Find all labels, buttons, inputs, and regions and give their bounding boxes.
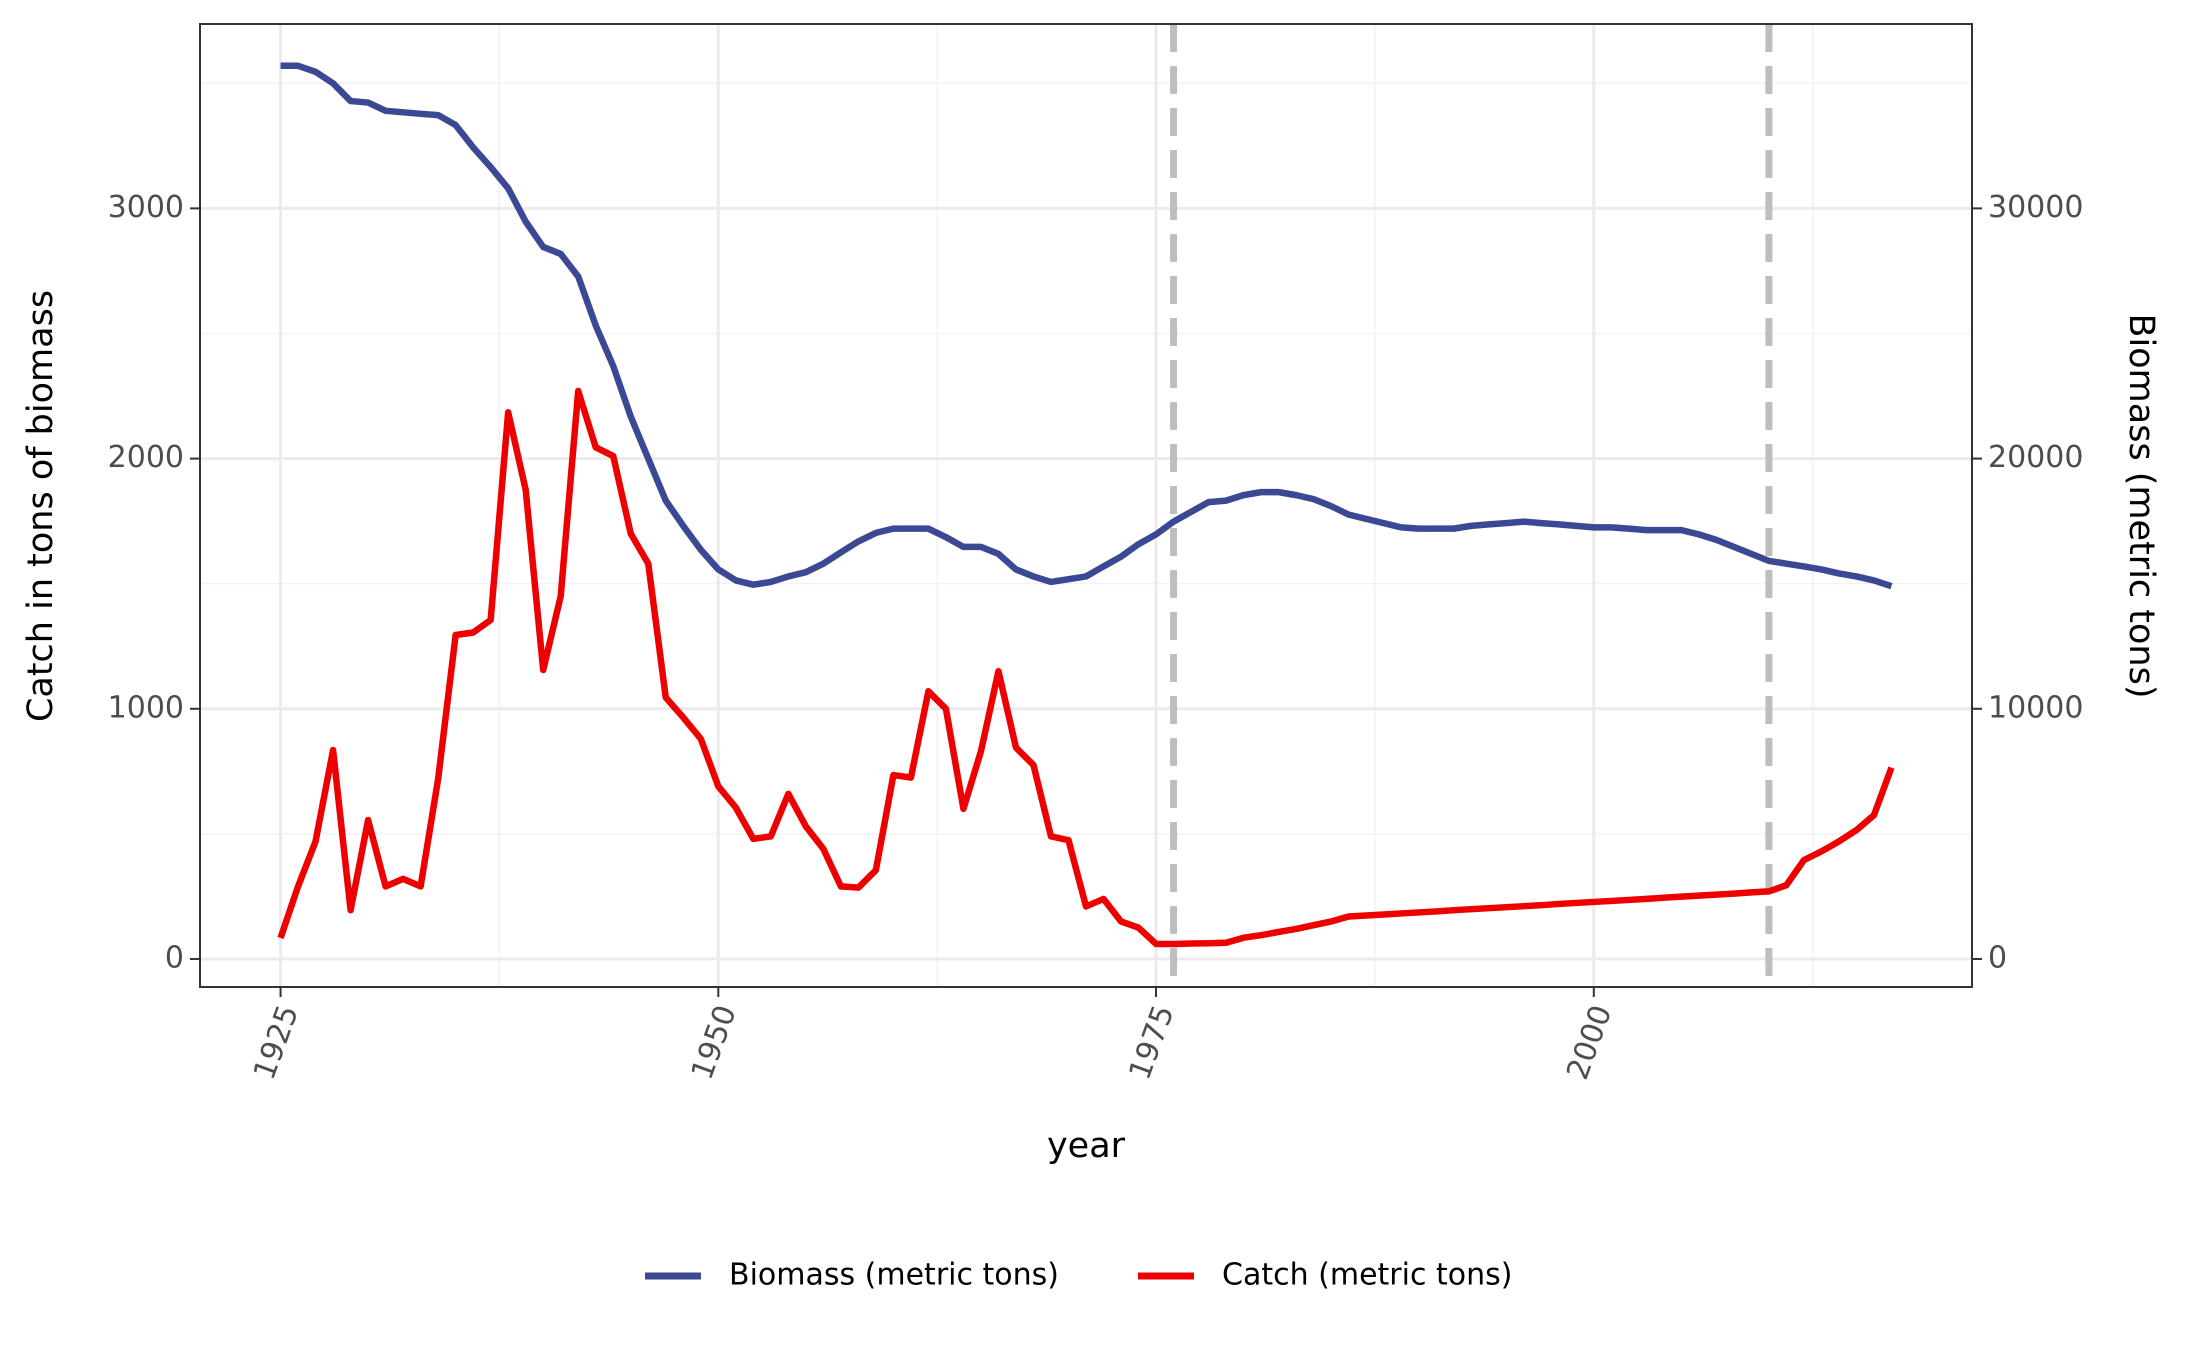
y2-tick-label: 0 <box>1988 940 2007 975</box>
y2-tick-label: 30000 <box>1988 190 2083 225</box>
y-tick-label: 0 <box>165 940 184 975</box>
legend-label: Biomass (metric tons) <box>729 1258 1059 1293</box>
y-tick-label: 3000 <box>108 190 184 225</box>
y2-tick-label: 20000 <box>1988 440 2083 475</box>
y-axis-title: Catch in tons of biomass <box>21 290 61 722</box>
data-line <box>280 62 1893 590</box>
plot-border <box>199 23 1973 988</box>
y-tick-label: 1000 <box>108 690 184 725</box>
y2-tick-label: 10000 <box>1988 690 2083 725</box>
y-tick-label: 2000 <box>108 440 184 475</box>
y2-axis-title: Biomass (metric tons) <box>2121 314 2161 699</box>
x-axis-title: year <box>1047 1126 1126 1166</box>
legend-label: Catch (metric tons) <box>1222 1258 1512 1293</box>
data-line <box>277 387 1895 948</box>
